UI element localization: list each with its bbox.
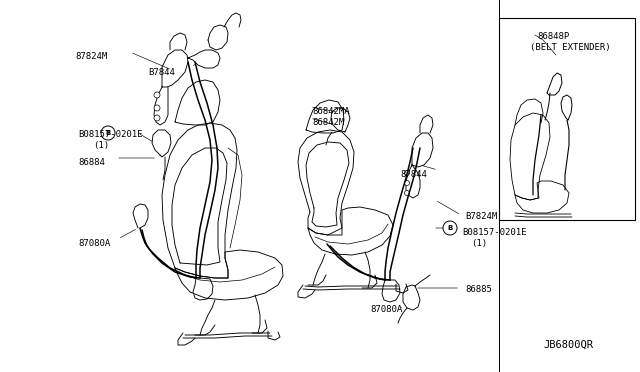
Circle shape [154,92,160,98]
Text: 86884: 86884 [78,158,105,167]
Text: B08157-0201E: B08157-0201E [78,130,143,139]
Circle shape [404,170,410,176]
Circle shape [154,115,160,121]
Circle shape [404,190,410,196]
Text: 87080A: 87080A [370,305,403,314]
Text: 86842MA: 86842MA [312,107,349,116]
Text: 87824M: 87824M [75,52,108,61]
Text: 87844: 87844 [400,170,427,179]
Text: 86885: 86885 [465,285,492,294]
Text: (1): (1) [471,239,487,248]
Circle shape [404,180,410,186]
Circle shape [443,221,457,235]
Text: 86842M: 86842M [312,118,344,127]
Circle shape [154,105,160,111]
Circle shape [101,126,115,140]
Text: 87080A: 87080A [78,239,110,248]
Text: B: B [447,225,452,231]
Text: B7844: B7844 [148,68,175,77]
Text: B7824M: B7824M [465,212,497,221]
Text: B: B [106,130,111,136]
Text: (1): (1) [93,141,109,150]
Text: 86848P: 86848P [537,32,569,41]
Bar [499,18,635,220]
Text: (BELT EXTENDER): (BELT EXTENDER) [530,43,611,52]
Text: JB6800QR: JB6800QR [543,340,593,350]
Text: B08157-0201E: B08157-0201E [462,228,527,237]
